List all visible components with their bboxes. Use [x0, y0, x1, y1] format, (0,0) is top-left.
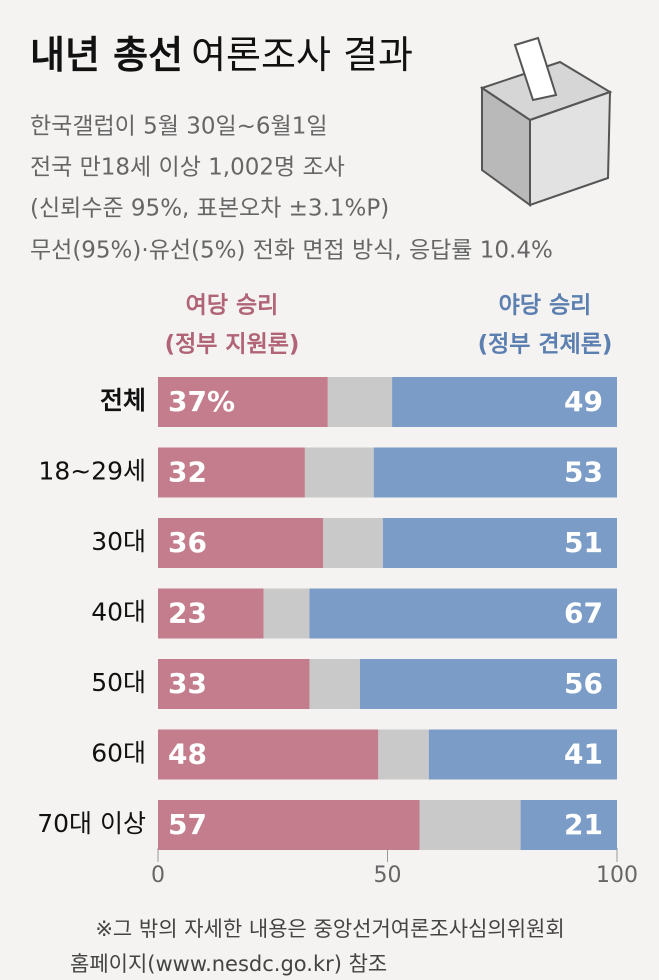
x-tick-label: 100 [596, 863, 638, 888]
subtitle-line: 무선(95%)·유선(5%) 전화 면접 방식, 응답률 10.4% [30, 238, 553, 264]
x-tick-label: 0 [151, 863, 165, 888]
bar-segment [304, 447, 374, 498]
subtitle-line: (신뢰수준 95%, 표본오차 ±3.1%P) [30, 196, 389, 222]
value-label: 53 [564, 456, 603, 489]
bar-segment [158, 800, 420, 850]
bar-segment [327, 377, 393, 427]
value-label: 67 [564, 597, 603, 630]
title-bold: 내년 총선 [30, 33, 183, 77]
x-tick-label: 50 [374, 863, 402, 888]
bar-segment [382, 518, 617, 568]
title-rest: 여론조사 결과 [191, 33, 413, 77]
category-label: 18~29세 [38, 457, 146, 486]
bar-segment [309, 588, 617, 639]
bar-segment [428, 729, 617, 780]
value-label: 41 [564, 738, 603, 771]
bar-segment [419, 800, 521, 850]
subtitle-line: 전국 만18세 이상 1,002명 조사 [30, 155, 345, 181]
bar-segment [309, 659, 360, 709]
category-label: 전체 [100, 386, 146, 415]
subtitle-line: 한국갤럽이 5월 30일~6월1일 [30, 114, 328, 140]
legend-label: (정부 견제론) [478, 332, 613, 358]
value-label: 48 [168, 738, 207, 771]
value-label: 51 [564, 526, 603, 559]
bar-segment [158, 518, 324, 568]
category-label: 50대 [91, 668, 146, 697]
value-label: 33 [168, 667, 207, 700]
legend-label: 야당 승리 [499, 293, 592, 319]
footnote: 홈페이지(www.nesdc.go.kr) 참조 [70, 952, 387, 976]
legend-label: 여당 승리 [186, 293, 279, 319]
legend-label: (정부 지원론) [165, 332, 300, 358]
category-label: 60대 [91, 739, 146, 768]
value-label: 21 [564, 808, 603, 841]
category-label: 70대 이상 [37, 809, 146, 838]
bar-segment [158, 729, 379, 780]
bar-segment [323, 518, 383, 568]
bar-segment [373, 447, 617, 498]
bar-segment [158, 659, 310, 709]
value-label: 23 [168, 597, 207, 630]
bar-segment [158, 377, 328, 427]
value-label: 56 [564, 667, 603, 700]
value-label: 36 [168, 526, 207, 559]
bar-segment [392, 377, 617, 427]
ballot-box-icon [479, 36, 613, 207]
bar-segment [359, 659, 617, 709]
footnote: ※그 밖의 자세한 내용은 중앙선거여론조사심의위원회 [95, 917, 564, 941]
value-label: 49 [564, 385, 603, 418]
bar-segment [378, 729, 429, 780]
value-label: 57 [168, 808, 207, 841]
value-label: 37% [168, 385, 235, 418]
category-label: 30대 [91, 527, 146, 556]
title: 내년 총선 여론조사 결과 [30, 33, 413, 77]
bar-segment [263, 588, 310, 639]
bar-segment [158, 588, 264, 639]
value-label: 32 [168, 456, 207, 489]
bar-segment [158, 447, 305, 498]
bar-segment [520, 800, 617, 850]
category-label: 40대 [91, 598, 146, 627]
